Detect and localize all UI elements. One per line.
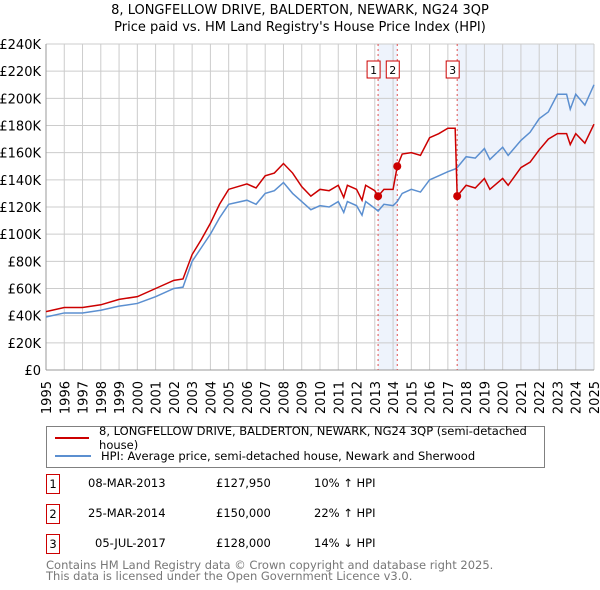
x-tick-label: 2023 [551,381,566,414]
x-tick-label: 2009 [296,381,311,414]
x-tick-label: 2024 [570,381,585,414]
x-tick-label: 2018 [460,381,475,414]
x-tick-label: 2004 [204,381,219,414]
y-tick-label: £80K [8,255,42,270]
sale-row: 3 05-JUL-2017 £128,000 14% ↓ HPI [46,534,546,554]
sale-label-box [366,60,381,79]
hpi-line [45,84,595,318]
x-tick-label: 2017 [442,381,457,414]
x-tick-label: 2006 [241,381,256,414]
price-chart: £0 £20K £40K £60K £80K £100K £120K £140K £160K £1… [0,38,600,414]
x-tick-label: 2011 [332,381,347,414]
sale-date: 08-MAR-2013 [88,476,166,490]
x-tick-label: 2002 [168,381,183,414]
x-tick-label: 1999 [113,381,128,414]
sale-price: £150,000 [216,506,271,520]
x-tick-label: 2000 [131,381,146,414]
chart-subtitle: Price paid vs. HM Land Registry's House … [114,20,486,35]
x-tick-label: 1995 [40,381,55,414]
legend-blue-line [55,455,91,457]
y-tick-label: £160K [0,147,41,162]
sale-price: £127,950 [216,476,271,490]
x-tick-label: 2007 [259,381,274,414]
property-price-line [45,123,595,313]
y-tick-label: £40K [8,310,42,325]
y-tick-label: £140K [0,174,41,189]
sale-point [374,192,383,201]
footer-copyright: Contains HM Land Registry data © Crown c… [46,558,494,572]
chart-title: 8, LONGFELLOW DRIVE, BALDERTON, NEWARK, … [111,3,489,18]
sale-point [393,162,402,171]
y-tick-label: £100K [0,228,41,243]
y-tick-label: £120K [0,201,41,216]
y-tick-label: £20K [8,337,42,352]
x-tick-label: 2020 [497,381,512,414]
sale-hpi-diff: 22% ↑ HPI [314,506,376,520]
y-tick-label: £240K [0,38,41,53]
x-tick-label: 2001 [150,381,165,414]
y-tick-label: £60K [8,283,42,298]
sale-date: 25-MAR-2014 [88,506,166,520]
x-tick-label: 2025 [588,381,600,414]
y-tick-label: £0 [24,364,41,379]
y-tick-label: £200K [0,92,41,107]
legend-red-line [55,437,90,439]
x-tick-label: 2008 [277,381,292,414]
sale-hpi-diff: 14% ↓ HPI [314,536,376,550]
sale-label: 3 [449,64,456,77]
sale-row: 1 08-MAR-2013 £127,950 10% ↑ HPI [46,474,546,494]
sale-label: 2 [389,64,396,77]
x-tick-label: 2005 [223,381,238,414]
legend: 8, LONGFELLOW DRIVE, BALDERTON, NEWARK, … [46,424,545,468]
y-tick-label: £180K [0,120,41,135]
x-tick-label: 1996 [58,381,73,414]
x-tick-label: 1997 [77,381,92,414]
sale-number: 2 [46,504,60,524]
footer-licence: This data is licensed under the Open Gov… [46,569,413,583]
x-tick-label: 2003 [186,381,201,414]
y-tick-label: £220K [0,65,41,80]
x-tick-label: 2019 [478,381,493,414]
x-tick-label: 1998 [95,381,110,414]
legend-hpi: HPI: Average price, semi-detached house,… [101,449,476,463]
x-tick-label: 2013 [369,381,384,414]
x-tick-label: 2022 [533,381,548,414]
sale-price: £128,000 [216,536,271,550]
x-tick-label: 2012 [351,381,366,414]
sale-label-box [445,60,460,79]
x-tick-label: 2014 [387,381,402,414]
x-tick-label: 2015 [405,381,420,414]
sale-row: 2 25-MAR-2014 £150,000 22% ↑ HPI [46,504,546,524]
x-tick-label: 2016 [424,381,439,414]
sale-date: 05-JUL-2017 [95,536,166,550]
legend-property: 8, LONGFELLOW DRIVE, BALDERTON, NEWARK, … [99,424,527,452]
x-tick-label: 2021 [515,381,530,414]
x-tick-label: 2010 [314,381,329,414]
sale-hpi-diff: 10% ↑ HPI [314,476,376,490]
sale-number: 1 [46,474,60,494]
sale-number: 3 [46,534,60,554]
sale-point [453,192,462,201]
sale-label-box [385,60,400,79]
sale-label: 1 [370,64,377,77]
